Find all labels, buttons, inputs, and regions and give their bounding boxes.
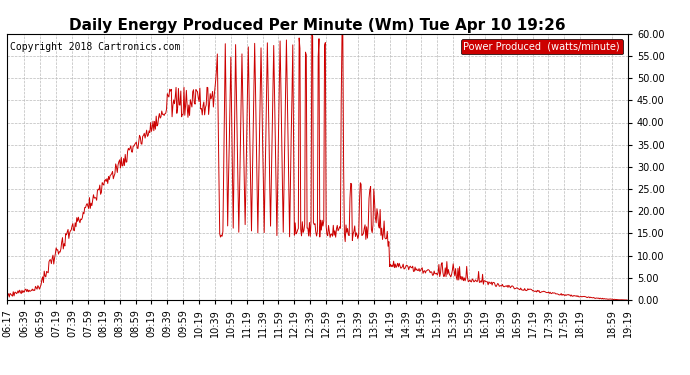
Title: Daily Energy Produced Per Minute (Wm) Tue Apr 10 19:26: Daily Energy Produced Per Minute (Wm) Tu…: [69, 18, 566, 33]
Legend: Power Produced  (watts/minute): Power Produced (watts/minute): [461, 39, 623, 54]
Text: Copyright 2018 Cartronics.com: Copyright 2018 Cartronics.com: [10, 42, 180, 52]
